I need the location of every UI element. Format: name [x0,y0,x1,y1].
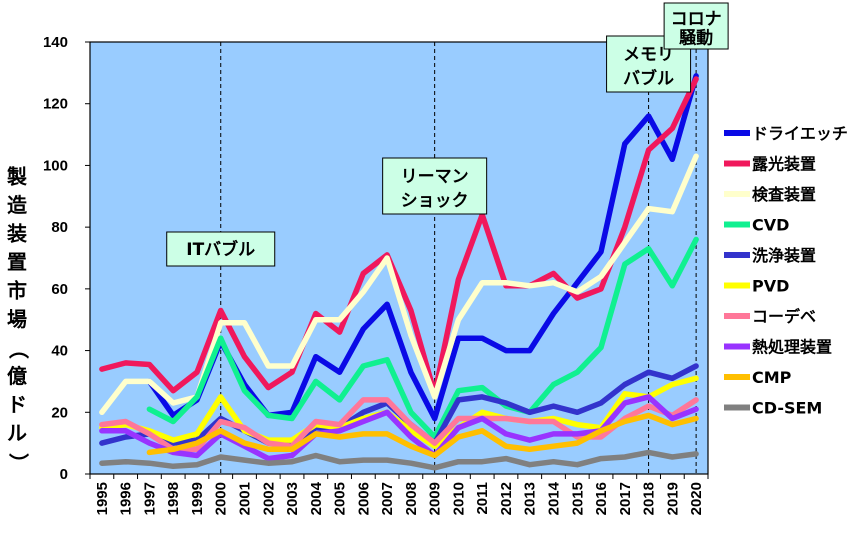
legend-item: CVD [724,216,789,235]
series-line [99,397,699,453]
axes [85,41,709,479]
annotation-label: 騒動 [679,28,713,49]
series-lines [99,73,699,471]
legend-item: ドライエッチ [724,124,848,143]
annotation-box: ITバブル [166,231,276,267]
legend-label: 露光装置 [752,155,816,174]
y-axis-label-char: 億 [7,364,27,388]
x-tick-label: 1996 [118,482,135,515]
x-tick-label: 2019 [664,482,681,515]
x-tick-label: 2005 [332,482,349,515]
y-axis-label-char: 置 [7,250,27,274]
y-tick-label: 0 [60,466,68,483]
x-tick-label: 2015 [569,482,586,515]
series-line [146,236,699,440]
legend-item: 熱処理装置 [724,338,832,357]
y-axis-label-char: 製 [7,165,27,189]
series-line [99,449,699,471]
y-axis-label-char: ） [7,453,31,473]
x-tick-label: 2000 [213,482,230,515]
y-tick-label: 140 [43,34,68,51]
y-tick-label: 40 [51,343,68,360]
legend-label: CD-SEM [752,399,822,418]
x-tick-label: 2003 [284,482,301,515]
y-axis-label-char: （ [7,339,31,359]
y-axis-label-char: 市 [7,279,27,303]
legend-item: 検査装置 [724,185,816,204]
y-tick-label: 20 [51,404,68,421]
legend-label: CVD [752,216,789,235]
legend-label: ドライエッチ [752,124,848,143]
y-axis-label-char: ド [7,393,27,417]
y-tick-label: 100 [43,157,68,174]
series-line [146,412,699,459]
x-tick-label: 2013 [522,482,539,515]
annotation-label: ショック [401,191,469,211]
x-tick-label: 1999 [189,482,206,515]
legend-item: 洗浄装置 [724,246,816,265]
y-axis-label-char: 場 [7,307,27,331]
x-tick-label: 2008 [403,482,420,515]
x-tick-label: 2018 [641,482,658,515]
annotation-label: リーマン [401,167,469,187]
x-tick-label: 2009 [427,482,444,515]
annotation-box-bg [166,231,276,267]
legend-item: CMP [724,368,792,387]
annotation-box-bg [663,2,729,50]
legend-label: コーデベ [752,307,816,326]
y-axis-label-char: ル [7,421,27,445]
legend-label: PVD [752,277,789,296]
y-tick-label: 120 [43,96,68,113]
y-tick-labels: 0 20 40 60 80 100 120 140 [43,34,68,483]
legend-label: 熱処理装置 [752,338,832,357]
legend-label: 洗浄装置 [752,246,816,265]
y-axis-label-char: 造 [7,193,28,217]
x-tick-label: 1997 [141,482,158,515]
x-tick-label: 2007 [379,482,396,515]
annotation-label: メモリ [623,45,674,65]
series-line [99,76,699,397]
y-tick-label: 60 [51,281,68,298]
annotation-label: バブル [623,68,674,89]
legend-item: 露光装置 [724,155,816,174]
annotation-box-bg [382,157,488,215]
x-tick-label: 2004 [308,481,325,515]
x-tick-label: 2002 [260,482,277,515]
x-tick-label: 2001 [237,482,254,515]
annotation-label: コロナ [671,10,722,30]
legend-label: 検査装置 [752,185,816,204]
legend-item: コーデベ [724,307,816,326]
x-tick-labels: 1995 1996 1997 1998 1999 2000 2001 2002 2003 2004… [94,481,705,515]
x-tick-label: 2017 [617,482,634,515]
legend-item: PVD [724,277,789,296]
y-tick-label: 80 [51,219,68,236]
legend-label: CMP [752,368,792,387]
legend-item: CD-SEM [724,399,822,418]
y-axis-label-char: 装 [6,222,27,246]
x-tick-label: 1995 [94,482,111,515]
x-tick-label: 2011 [474,482,491,515]
x-tick-label: 2010 [450,482,467,515]
x-tick-label: 2012 [498,482,515,515]
x-tick-label: 2006 [355,482,372,515]
x-tick-label: 2016 [593,482,610,515]
x-tick-label: 2020 [688,482,705,515]
x-tick-label: 1998 [165,482,182,515]
annotation-label: ITバブル [186,239,255,260]
x-tick-label: 2014 [546,481,563,515]
